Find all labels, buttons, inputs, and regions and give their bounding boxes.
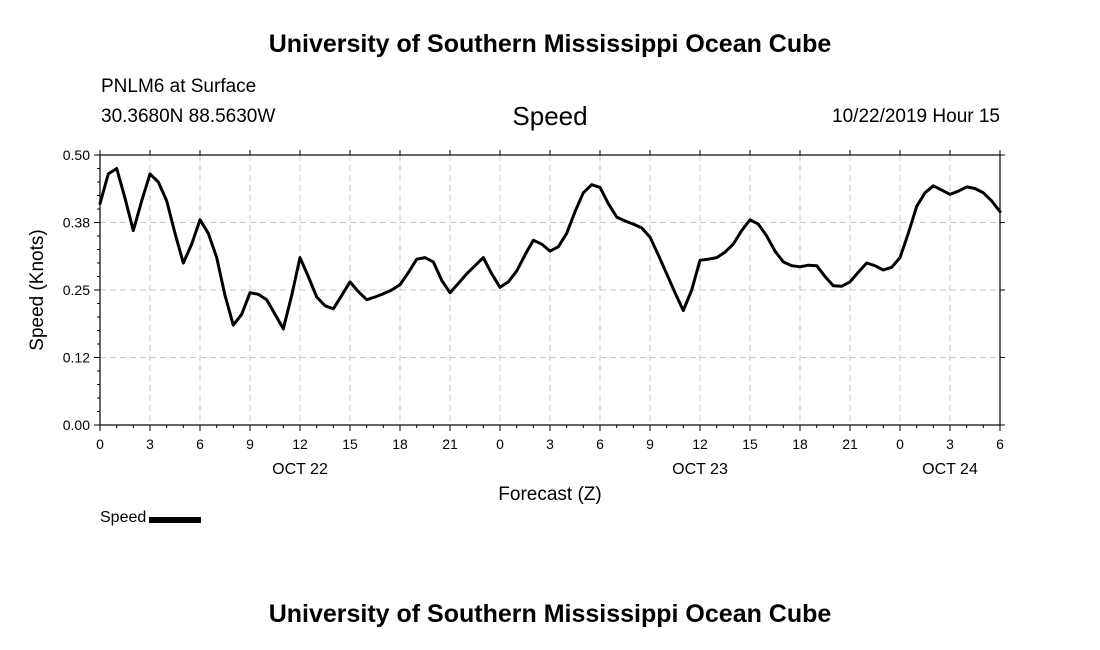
x-tick-label: 21 xyxy=(442,436,458,452)
x-tick-label: 9 xyxy=(646,436,654,452)
x-tick-label: 15 xyxy=(742,436,758,452)
x-tick-label: 9 xyxy=(246,436,254,452)
x-tick-label: 18 xyxy=(392,436,408,452)
x-tick-label: 18 xyxy=(792,436,808,452)
x-tick-label: 21 xyxy=(842,436,858,452)
x-tick-label: 0 xyxy=(896,436,904,452)
chart-footer-title: University of Southern Mississippi Ocean… xyxy=(268,600,832,628)
x-tick-label: 6 xyxy=(596,436,604,452)
legend-line-swatch xyxy=(149,516,202,523)
x-tick-label: 12 xyxy=(292,436,308,452)
date-label: OCT 24 xyxy=(922,461,978,478)
series-line-speed xyxy=(98,167,1002,331)
date-label: OCT 23 xyxy=(672,461,728,478)
legend-label: Speed xyxy=(100,509,147,526)
series-layer xyxy=(98,167,1002,331)
axis-layer: 0.00 0.12 0.25 0.38 0.50 0 3 6 9 12 15 18 21 0 3 6 9 12 15… xyxy=(63,147,1005,478)
plot-frame xyxy=(99,154,1001,426)
coordinates-label: 30.3680N 88.5630W xyxy=(101,106,276,127)
y-tick-label: 0.38 xyxy=(63,215,90,231)
y-tick-label: 0.50 xyxy=(63,147,90,163)
y-tick-label: 0.12 xyxy=(63,350,90,366)
y-tick-label: 0.00 xyxy=(63,417,90,433)
x-axis-label: Forecast (Z) xyxy=(498,484,601,505)
x-tick-label: 6 xyxy=(196,436,204,452)
x-tick-label: 0 xyxy=(496,436,504,452)
x-tick-label: 6 xyxy=(996,436,1004,452)
station-label: PNLM6 at Surface xyxy=(101,76,257,97)
chart-header-title: University of Southern Mississippi Ocean… xyxy=(268,30,832,58)
x-tick-label: 3 xyxy=(546,436,554,452)
x-tick-label: 15 xyxy=(342,436,358,452)
x-tick-label: 0 xyxy=(96,436,104,452)
date-label: OCT 22 xyxy=(272,461,328,478)
grid-layer xyxy=(100,155,1000,425)
y-axis-label: Speed (Knots) xyxy=(27,229,48,350)
x-tick-label: 12 xyxy=(692,436,708,452)
legend: Speed xyxy=(100,509,202,527)
x-tick-label: 3 xyxy=(946,436,954,452)
y-tick-label: 0.25 xyxy=(63,282,90,298)
chart-title: Speed xyxy=(512,101,588,131)
datetime-label: 10/22/2019 Hour 15 xyxy=(832,106,1000,127)
x-tick-label: 3 xyxy=(146,436,154,452)
